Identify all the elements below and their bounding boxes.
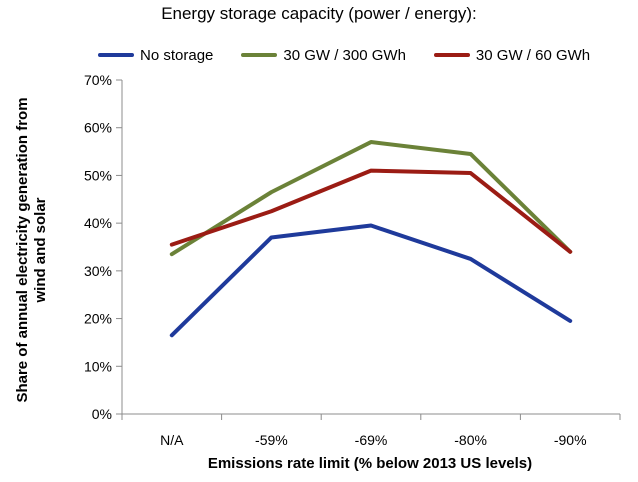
series-line-2 bbox=[169, 168, 573, 254]
x-axis-label: Emissions rate limit (% below 2013 US le… bbox=[207, 455, 533, 472]
series-line-1 bbox=[169, 140, 573, 257]
chart-title: Energy storage capacity (power / energy)… bbox=[161, 4, 477, 23]
y-tick-label: 70% bbox=[84, 72, 112, 88]
y-tick-label: 0% bbox=[92, 406, 112, 422]
chart-legend: No storage 30 GW / 300 GWh 30 GW / 60 GW… bbox=[98, 44, 618, 66]
y-tick-label: 50% bbox=[84, 167, 112, 183]
legend-item-60gwh: 30 GW / 60 GWh bbox=[433, 46, 591, 64]
x-tick-label: N/A bbox=[160, 432, 184, 448]
legend-label-60gwh: 30 GW / 60 GWh bbox=[475, 46, 591, 64]
x-tick-label: -90% bbox=[554, 432, 587, 448]
legend-swatch-300gwh bbox=[241, 53, 278, 57]
legend-swatch-60gwh bbox=[433, 53, 470, 57]
y-tick-label: 40% bbox=[84, 215, 112, 231]
legend-swatch-no-storage bbox=[98, 53, 134, 57]
y-tick-label: 20% bbox=[84, 311, 112, 327]
legend-label-300gwh: 30 GW / 300 GWh bbox=[283, 46, 406, 64]
legend-item-no-storage: No storage bbox=[98, 47, 213, 64]
y-tick-label: 60% bbox=[84, 120, 112, 136]
legend-item-300gwh: 30 GW / 300 GWh bbox=[241, 47, 406, 64]
x-tick-label: -69% bbox=[355, 432, 388, 448]
y-axis-label: Share of annual electricity generation f… bbox=[14, 97, 49, 403]
y-tick-label: 10% bbox=[84, 358, 112, 374]
x-tick-label: -80% bbox=[454, 432, 487, 448]
y-tick-label: 30% bbox=[84, 263, 112, 279]
x-tick-label: -59% bbox=[255, 432, 288, 448]
legend-label-no-storage: No storage bbox=[140, 46, 214, 64]
series-line-0 bbox=[169, 223, 573, 338]
